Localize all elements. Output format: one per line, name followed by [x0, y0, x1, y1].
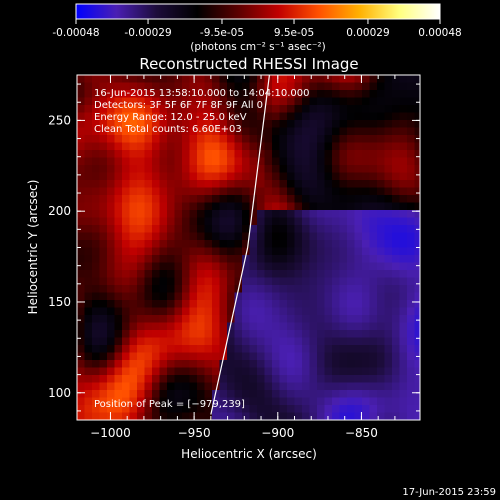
colorbar-tick-label: 0.00048	[418, 27, 461, 39]
colorbar-tick-label: -0.00048	[52, 27, 99, 39]
colorbar: -0.00048 -0.00029 -9.5e-05 9.5e-05 0.00029 0.…	[52, 3, 462, 53]
colorbar-units: (photons cm⁻² s⁻¹ asec⁻²)	[190, 41, 325, 53]
y-tick-label: 100	[48, 386, 71, 400]
annotation-line: Clean Total counts: 6.60E+03	[94, 124, 242, 135]
plot-area: −1000 −950 −900 −850 100 150 200 250	[48, 74, 421, 440]
colorbar-tick-label: 9.5e-05	[274, 27, 314, 39]
footer-timestamp: 17-Jun-2015 23:59	[402, 487, 496, 498]
y-axis-label: Heliocentric Y (arcsec)	[26, 180, 40, 315]
colorbar-ticks: -0.00048 -0.00029 -9.5e-05 9.5e-05 0.00029 0.…	[52, 19, 462, 39]
y-tick-label: 250	[48, 113, 71, 127]
colorbar-tick-label: -0.00029	[124, 27, 171, 39]
colorbar-tick-label: 0.00029	[346, 27, 389, 39]
x-tick-label: −900	[261, 426, 294, 440]
x-axis-label: Heliocentric X (arcsec)	[181, 447, 317, 461]
chart-title: Reconstructed RHESSI Image	[139, 55, 358, 73]
annotation-line: 16-Jun-2015 13:58:10.000 to 14:04:10.000	[94, 88, 310, 99]
x-tick-label: −950	[178, 426, 211, 440]
x-tick-label: −850	[345, 426, 378, 440]
x-tick-label: −1000	[90, 426, 131, 440]
axes: −1000 −950 −900 −850 100 150 200 250	[48, 75, 420, 440]
solar-limb-line	[210, 75, 271, 415]
y-tick-label: 200	[48, 204, 71, 218]
annotation-line: Detectors: 3F 5F 6F 7F 8F 9F All 0	[94, 100, 263, 111]
colorbar-bar	[75, 3, 441, 20]
annotations: 16-Jun-2015 13:58:10.000 to 14:04:10.000…	[94, 88, 310, 135]
annotation-line: Energy Range: 12.0 - 25.0 keV	[94, 112, 247, 123]
heatmap-image	[77, 75, 420, 420]
y-tick-label: 150	[48, 295, 71, 309]
peak-position-label: Position of Peak = [−979,239]	[94, 399, 245, 410]
colorbar-tick-label: -9.5e-05	[200, 27, 244, 39]
